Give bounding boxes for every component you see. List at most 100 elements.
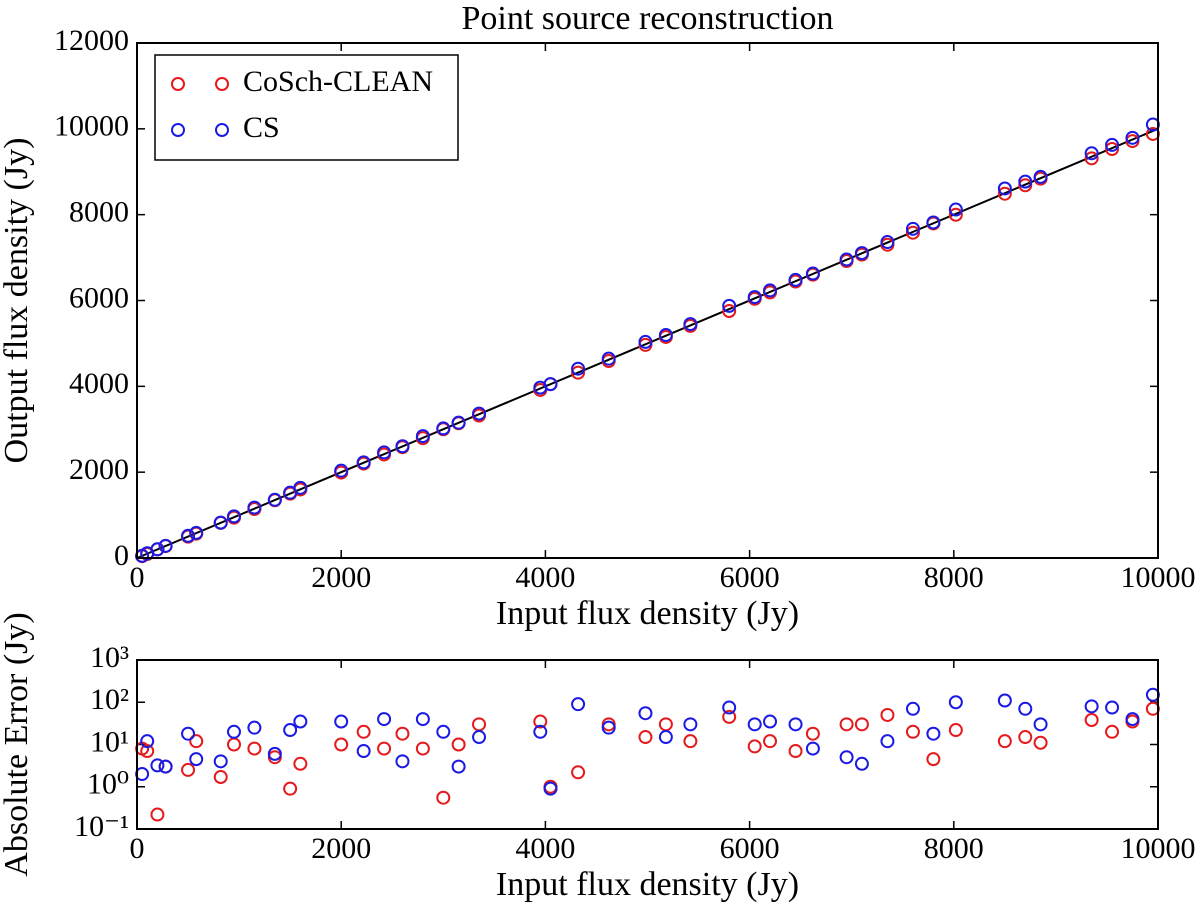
data-point xyxy=(1084,713,1099,728)
data-point xyxy=(763,734,778,749)
data-point xyxy=(1105,700,1120,715)
data-point xyxy=(926,752,941,767)
y-axis-label: Output flux density (Jy) xyxy=(0,138,35,464)
data-point xyxy=(905,701,920,716)
data-point xyxy=(1018,174,1033,189)
data-point xyxy=(905,225,920,240)
y-tick-label: 10² xyxy=(90,683,129,716)
data-point xyxy=(334,714,349,729)
data-point xyxy=(533,724,548,739)
data-point xyxy=(839,750,854,765)
data-point xyxy=(571,365,586,380)
data-point xyxy=(1033,169,1048,184)
data-point xyxy=(948,207,963,222)
data-point xyxy=(356,744,371,759)
x-axis-label: Input flux density (Jy) xyxy=(496,866,799,903)
data-point xyxy=(415,429,430,444)
data-point xyxy=(1105,137,1120,152)
data-point xyxy=(181,726,196,741)
data-point xyxy=(948,695,963,710)
data-point xyxy=(683,717,698,732)
x-tick-label: 8000 xyxy=(924,561,984,594)
data-point xyxy=(788,717,803,732)
data-point xyxy=(395,439,410,454)
y-tick-label: 8000 xyxy=(69,196,129,229)
plot-frame xyxy=(136,659,1159,830)
data-point xyxy=(997,181,1012,196)
x-tick-label: 2000 xyxy=(311,832,371,865)
data-point xyxy=(638,730,653,745)
data-point xyxy=(788,272,803,287)
data-point xyxy=(395,726,410,741)
data-point xyxy=(213,770,228,785)
data-point xyxy=(805,266,820,281)
y-tick-label: 4000 xyxy=(69,367,129,400)
data-point xyxy=(334,463,349,478)
x-tick-label: 2000 xyxy=(311,561,371,594)
data-point xyxy=(1084,699,1099,714)
x-axis-label: Input flux density (Jy) xyxy=(496,595,799,632)
data-point xyxy=(763,714,778,729)
x-tick-label: 10000 xyxy=(1121,561,1196,594)
data-point xyxy=(267,492,282,507)
data-point xyxy=(543,377,558,392)
data-point xyxy=(997,734,1012,749)
x-tick-label: 6000 xyxy=(720,832,780,865)
data-point xyxy=(451,415,466,430)
data-point xyxy=(722,298,737,313)
data-point xyxy=(283,781,298,796)
data-point xyxy=(150,758,165,773)
data-point xyxy=(905,724,920,739)
data-point xyxy=(638,706,653,721)
data-point xyxy=(722,304,737,319)
data-point xyxy=(189,734,204,749)
data-point xyxy=(926,726,941,741)
data-point xyxy=(181,528,196,543)
data-point xyxy=(543,781,558,796)
x-tick-label: 10000 xyxy=(1121,832,1196,865)
x-tick-label: 0 xyxy=(130,561,145,594)
data-point xyxy=(451,737,466,752)
data-point xyxy=(1125,130,1140,145)
data-point xyxy=(226,724,241,739)
data-point xyxy=(181,762,196,777)
legend-marker xyxy=(171,77,185,91)
data-point xyxy=(638,334,653,349)
y-tick-label: 0 xyxy=(114,539,129,572)
data-point xyxy=(683,734,698,749)
data-point xyxy=(1084,146,1099,161)
y-tick-label: 10⁻¹ xyxy=(74,810,129,843)
data-point xyxy=(601,720,616,735)
data-point xyxy=(158,538,173,553)
legend-marker xyxy=(215,77,229,91)
y-tick-label: 2000 xyxy=(69,453,129,486)
data-point xyxy=(880,734,895,749)
data-point xyxy=(150,542,165,557)
data-point xyxy=(880,235,895,250)
data-point xyxy=(658,730,673,745)
data-point xyxy=(880,707,895,722)
legend-marker xyxy=(171,123,185,137)
data-point xyxy=(226,509,241,524)
data-point xyxy=(436,724,451,739)
data-point xyxy=(472,730,487,745)
data-point xyxy=(948,202,963,217)
data-point xyxy=(1105,724,1120,739)
data-point xyxy=(436,790,451,805)
chart-title: Point source reconstruction xyxy=(461,0,833,37)
data-point xyxy=(533,714,548,729)
data-point xyxy=(395,754,410,769)
data-point xyxy=(1105,142,1120,157)
data-point xyxy=(140,734,155,749)
data-point xyxy=(1018,730,1033,745)
x-tick-label: 4000 xyxy=(515,561,575,594)
data-point xyxy=(415,741,430,756)
data-point xyxy=(571,765,586,780)
plot-area xyxy=(137,660,1158,829)
data-point xyxy=(1084,151,1099,166)
data-point xyxy=(805,741,820,756)
data-point xyxy=(1018,178,1033,193)
data-point xyxy=(213,754,228,769)
data-point xyxy=(1033,717,1048,732)
data-point xyxy=(158,759,173,774)
